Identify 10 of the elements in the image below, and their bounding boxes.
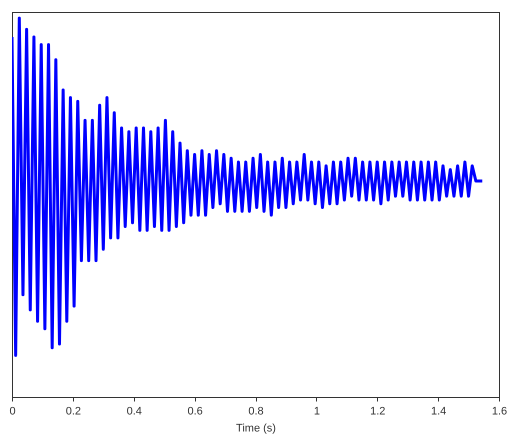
x-tick-label: 1.4 <box>430 406 446 418</box>
x-tick-label: 1 <box>314 406 320 418</box>
x-tick-label: 0.8 <box>248 406 264 418</box>
x-axis-title: Time (s) <box>236 422 276 434</box>
x-tick-label: 1.6 <box>492 406 508 418</box>
x-tick-label: 1.2 <box>370 406 386 418</box>
x-tick-label: 0.4 <box>126 406 142 418</box>
x-tick-label: 0 <box>9 406 16 418</box>
x-tick-label: 0.6 <box>187 406 203 418</box>
x-tick-label: 0.2 <box>66 406 82 418</box>
